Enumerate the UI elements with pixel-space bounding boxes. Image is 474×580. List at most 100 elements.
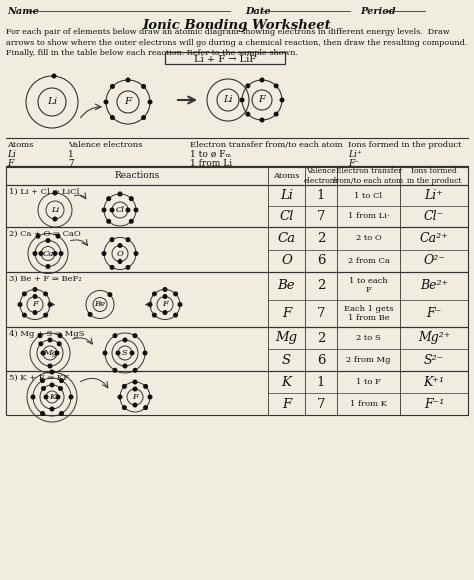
Circle shape bbox=[53, 191, 57, 195]
Circle shape bbox=[57, 342, 61, 346]
Circle shape bbox=[69, 395, 73, 399]
Text: O: O bbox=[281, 254, 292, 267]
Circle shape bbox=[133, 403, 137, 407]
Text: 4) Mg + S ⇒ MgS: 4) Mg + S ⇒ MgS bbox=[9, 330, 84, 338]
Text: 2: 2 bbox=[317, 279, 325, 292]
Text: Reactions: Reactions bbox=[114, 172, 160, 180]
Text: Cl: Cl bbox=[279, 210, 294, 223]
Circle shape bbox=[260, 118, 264, 122]
Text: 2: 2 bbox=[317, 232, 325, 245]
Circle shape bbox=[260, 78, 264, 82]
Circle shape bbox=[110, 208, 114, 212]
Text: 2 to S: 2 to S bbox=[356, 334, 381, 342]
Text: Ionic Bonding Worksheet: Ionic Bonding Worksheet bbox=[143, 19, 331, 32]
Circle shape bbox=[148, 395, 152, 399]
Text: Ca²⁺: Ca²⁺ bbox=[419, 232, 448, 245]
Circle shape bbox=[44, 313, 47, 317]
Circle shape bbox=[48, 303, 52, 306]
Text: For each pair of elements below draw an atomic diagram showing electrons in diff: For each pair of elements below draw an … bbox=[6, 28, 467, 57]
Text: Li⁺: Li⁺ bbox=[425, 189, 444, 202]
Text: 1: 1 bbox=[317, 189, 325, 202]
Circle shape bbox=[174, 292, 177, 296]
Text: F: F bbox=[259, 96, 265, 104]
Circle shape bbox=[163, 295, 167, 298]
Text: Li⁺: Li⁺ bbox=[348, 150, 362, 159]
Circle shape bbox=[126, 238, 130, 241]
Text: O: O bbox=[117, 249, 123, 258]
Circle shape bbox=[46, 239, 50, 242]
Text: Electron transfer from/to each atom: Electron transfer from/to each atom bbox=[190, 141, 343, 149]
Circle shape bbox=[60, 412, 64, 415]
Circle shape bbox=[148, 100, 152, 104]
Circle shape bbox=[113, 368, 117, 372]
Text: 6: 6 bbox=[317, 254, 325, 267]
Circle shape bbox=[50, 370, 54, 374]
Circle shape bbox=[142, 116, 146, 119]
Circle shape bbox=[144, 385, 147, 388]
Circle shape bbox=[129, 197, 133, 201]
Text: Valence electrons: Valence electrons bbox=[68, 141, 142, 149]
Circle shape bbox=[53, 252, 57, 255]
Text: S: S bbox=[282, 353, 291, 367]
Text: O²⁻: O²⁻ bbox=[423, 254, 445, 267]
Circle shape bbox=[41, 351, 45, 355]
Circle shape bbox=[129, 219, 133, 223]
Circle shape bbox=[274, 113, 278, 116]
Text: Ions formed
in the product: Ions formed in the product bbox=[407, 168, 461, 184]
Text: Period: Period bbox=[360, 7, 396, 16]
Circle shape bbox=[174, 313, 177, 317]
Circle shape bbox=[123, 364, 127, 368]
Circle shape bbox=[134, 208, 138, 212]
Circle shape bbox=[153, 313, 156, 317]
Text: Be: Be bbox=[94, 300, 106, 309]
Circle shape bbox=[142, 85, 146, 88]
Text: 2 to O: 2 to O bbox=[356, 234, 382, 242]
Text: 2 from Ca: 2 from Ca bbox=[347, 257, 389, 264]
Text: F: F bbox=[124, 97, 132, 107]
Text: S²⁻: S²⁻ bbox=[424, 353, 444, 367]
Circle shape bbox=[130, 351, 134, 355]
Circle shape bbox=[52, 74, 56, 78]
Circle shape bbox=[36, 234, 40, 238]
Circle shape bbox=[110, 266, 114, 269]
Circle shape bbox=[55, 351, 59, 355]
Bar bbox=[165, 52, 285, 64]
Circle shape bbox=[102, 208, 106, 212]
Text: F: F bbox=[282, 307, 291, 320]
Circle shape bbox=[18, 303, 22, 306]
Circle shape bbox=[133, 368, 137, 372]
Circle shape bbox=[133, 380, 137, 384]
Circle shape bbox=[110, 116, 114, 119]
Circle shape bbox=[48, 338, 52, 342]
Text: F⁻¹: F⁻¹ bbox=[424, 397, 444, 411]
Text: 1 to ø Fₘ: 1 to ø Fₘ bbox=[190, 150, 231, 159]
Text: K: K bbox=[49, 393, 55, 401]
Circle shape bbox=[126, 78, 130, 82]
Circle shape bbox=[280, 98, 284, 102]
Circle shape bbox=[46, 264, 50, 269]
Circle shape bbox=[53, 217, 57, 221]
Text: 2 from Mg: 2 from Mg bbox=[346, 356, 391, 364]
Text: Ions formed in the product: Ions formed in the product bbox=[348, 141, 462, 149]
Circle shape bbox=[240, 98, 244, 102]
Circle shape bbox=[58, 334, 62, 338]
Text: 1 from Li: 1 from Li bbox=[190, 159, 232, 168]
Circle shape bbox=[50, 383, 54, 387]
Circle shape bbox=[123, 385, 126, 388]
Text: 1) Li + Cl ⇒ LiCl: 1) Li + Cl ⇒ LiCl bbox=[9, 188, 79, 196]
Bar bbox=[6, 185, 468, 227]
Circle shape bbox=[148, 303, 152, 306]
Text: Atoms: Atoms bbox=[273, 172, 300, 180]
Circle shape bbox=[56, 395, 60, 399]
Text: F: F bbox=[162, 300, 168, 309]
Text: 1: 1 bbox=[317, 375, 325, 389]
Circle shape bbox=[274, 84, 278, 88]
Text: 2) Ca + O ⇒ CaO: 2) Ca + O ⇒ CaO bbox=[9, 230, 81, 238]
Circle shape bbox=[59, 387, 62, 390]
Text: Each 1 gets
1 from Be: Each 1 gets 1 from Be bbox=[344, 304, 393, 322]
Circle shape bbox=[33, 295, 37, 298]
Text: Li + F → LiF: Li + F → LiF bbox=[194, 55, 256, 63]
Text: Mg: Mg bbox=[275, 332, 298, 345]
Circle shape bbox=[23, 292, 26, 296]
Text: Valence
electrons: Valence electrons bbox=[303, 168, 339, 184]
